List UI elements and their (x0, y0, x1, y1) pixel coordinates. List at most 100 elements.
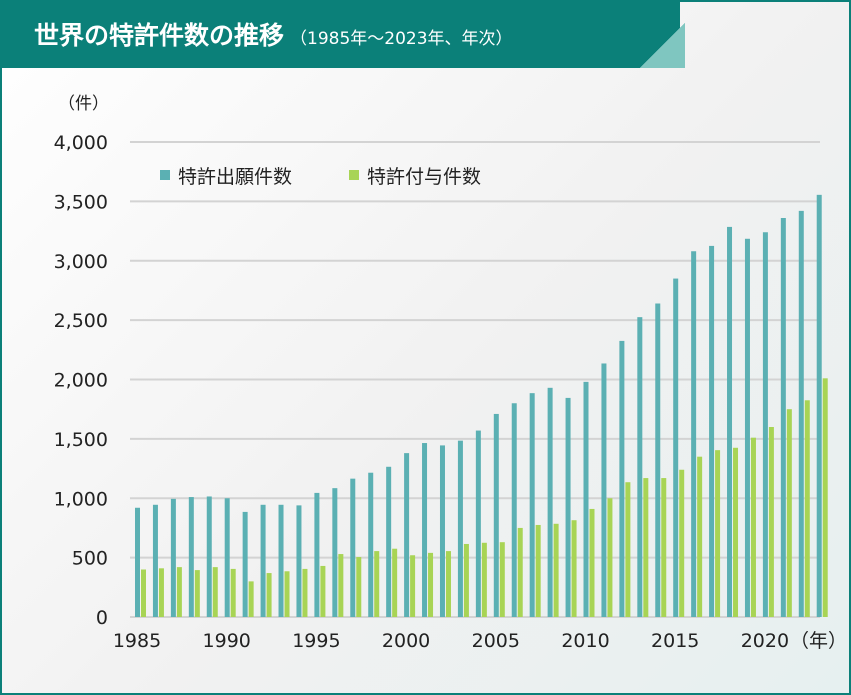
bar-grants (481, 542, 487, 617)
x-tick-label: 1985 (113, 630, 161, 652)
bar-applications (798, 210, 804, 617)
bar-applications (601, 363, 607, 617)
x-axis-unit: （年） (790, 630, 847, 652)
bar-grants (822, 378, 828, 617)
bar-grants (445, 551, 451, 617)
bar-applications (152, 504, 158, 617)
bar-grants (733, 447, 739, 617)
bar-applications (565, 397, 571, 617)
bar-grants (750, 437, 756, 617)
bar-applications (296, 505, 302, 617)
subtitle-text: （1985年〜2023年、年次） (290, 29, 513, 49)
bar-grants (158, 568, 164, 617)
bar-applications (457, 440, 463, 617)
bar-grants (768, 427, 774, 617)
bar-grants (428, 552, 434, 617)
y-tick-label: 500 (72, 548, 108, 570)
bar-applications (278, 504, 284, 617)
bar-grants (661, 478, 667, 617)
bar-applications (135, 507, 140, 617)
bar-grants (697, 456, 703, 617)
bar-grants (499, 542, 505, 617)
bar-applications (709, 245, 715, 617)
legend-label: 特許出願件数 (178, 166, 292, 188)
title-text: 世界の特許件数の推移 (34, 21, 285, 50)
bar-applications (727, 226, 733, 617)
bar-grants (212, 567, 218, 617)
bar-applications (386, 466, 392, 617)
bar-applications (511, 403, 517, 617)
bar-applications (691, 251, 697, 617)
bar-grants (804, 400, 810, 617)
y-axis-unit: （件） (58, 94, 109, 114)
x-tick-label: 2010 (561, 630, 609, 652)
bar-grants (302, 568, 308, 617)
y-tick-label: 3,000 (54, 251, 108, 273)
bar-grants (284, 571, 290, 617)
x-tick-label: 1990 (203, 630, 251, 652)
bar-grants (625, 482, 631, 617)
bar-applications (439, 445, 445, 617)
y-tick-label: 3,500 (54, 191, 108, 213)
bar-applications (332, 488, 338, 617)
bar-applications (547, 387, 553, 617)
bar-applications (368, 472, 374, 617)
bar-applications (529, 393, 535, 617)
bar-grants (194, 570, 200, 617)
y-tick-label: 4,000 (54, 132, 108, 154)
y-tick-label: 1,500 (54, 429, 108, 451)
bar-grants (266, 573, 272, 617)
bar-applications (816, 194, 822, 617)
bar-applications (188, 497, 194, 617)
bar-grants (589, 508, 595, 617)
bar-grants (607, 498, 613, 617)
x-tick-label: 2015 (651, 630, 699, 652)
bar-grants (392, 548, 398, 617)
bar-grants (320, 565, 326, 617)
bar-applications (404, 453, 410, 617)
bar-applications (314, 492, 320, 617)
bar-applications (637, 317, 643, 617)
bar-applications (655, 303, 661, 617)
y-tick-label: 2,000 (54, 370, 108, 392)
bar-applications (206, 496, 212, 617)
legend-label: 特許付与件数 (367, 166, 481, 188)
bar-grants (715, 450, 721, 617)
bar-grants (141, 569, 146, 617)
bar-applications (475, 430, 481, 617)
bar-grants (643, 478, 649, 617)
bar-grants (463, 543, 469, 617)
bar-applications (170, 498, 176, 617)
banner-decoration (640, 0, 685, 68)
bar-grants (248, 581, 254, 617)
y-tick-label: 1,000 (54, 488, 108, 510)
bar-applications (780, 218, 786, 617)
x-tick-label: 2000 (382, 630, 430, 652)
bar-grants (356, 557, 362, 617)
legend-swatch (349, 170, 359, 180)
bar-grants (571, 520, 577, 617)
bar-applications (744, 238, 750, 617)
bar-applications (673, 278, 679, 617)
bar-grants (786, 409, 792, 617)
x-tick-label: 2005 (472, 630, 520, 652)
x-tick-label: 2020 (741, 630, 789, 652)
bar-grants (535, 524, 541, 617)
bar-grants (176, 567, 182, 617)
legend-swatch (160, 170, 170, 180)
bar-applications (493, 413, 499, 617)
bar-applications (583, 381, 589, 617)
bar-applications (762, 232, 768, 617)
bar-grants (410, 555, 416, 617)
bar-applications (242, 511, 248, 617)
bar-grants (679, 469, 685, 617)
bar-applications (422, 443, 428, 617)
x-tick-label: 1995 (292, 630, 340, 652)
bar-applications (224, 498, 230, 617)
bar-grants (553, 523, 559, 617)
bar-applications (619, 340, 625, 617)
bar-grants (338, 554, 344, 617)
y-tick-label: 2,500 (54, 310, 108, 332)
y-tick-label: 0 (96, 607, 108, 629)
